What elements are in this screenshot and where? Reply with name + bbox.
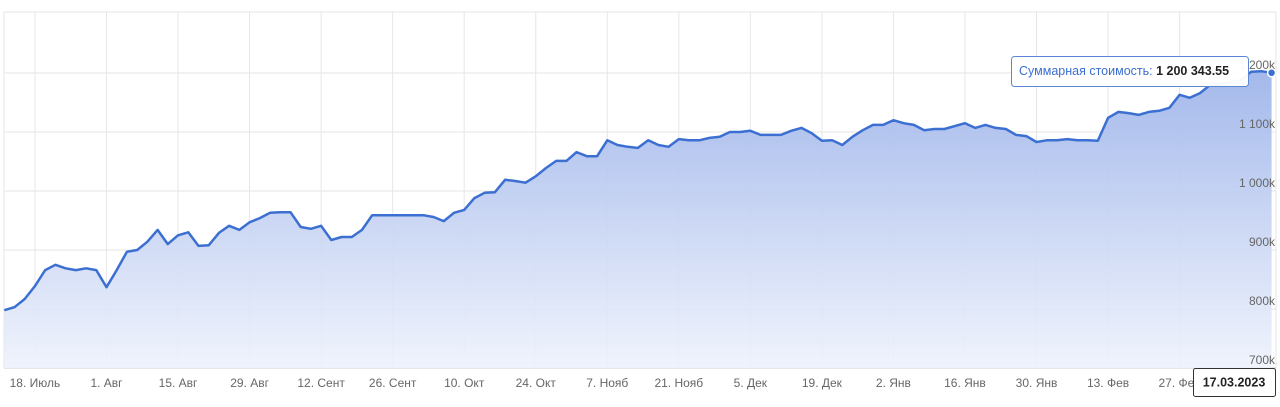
x-tick-label: 27. Фев (1159, 376, 1201, 390)
y-tick-label: 1 000k (1239, 176, 1276, 190)
date-box (1193, 368, 1276, 397)
y-tick-label: 900k (1249, 235, 1276, 249)
x-tick-label: 1. Авг (90, 376, 123, 390)
x-tick-label: 13. Фев (1087, 376, 1129, 390)
x-tick-label: 26. Сент (369, 376, 417, 390)
area-layer (3, 69, 1272, 368)
x-tick-label: 12. Сент (297, 376, 345, 390)
x-tick-label: 16. Янв (944, 376, 986, 390)
x-tick-label: 7. Нояб (586, 376, 628, 390)
x-tick-label: 24. Окт (516, 376, 557, 390)
tooltip-label: Суммарная стоимость: (1019, 64, 1153, 78)
x-tick-label: 30. Янв (1016, 376, 1058, 390)
tooltip-layer: Суммарная стоимость: 1 200 343.55 17.03.… (1011, 56, 1277, 397)
x-tick-label: 18. Июль (10, 376, 61, 390)
tooltip-text: Суммарная стоимость: 1 200 343.55 (1019, 64, 1229, 78)
x-tick-label: 19. Дек (802, 376, 843, 390)
tooltip-box (1011, 56, 1249, 87)
tooltip-date: 17.03.2023 (1203, 375, 1266, 389)
x-tick-label: 2. Янв (876, 376, 911, 390)
x-tick-label: 10. Окт (444, 376, 485, 390)
x-tick-label: 29. Авг (230, 376, 269, 390)
y-tick-label: 800k (1249, 294, 1276, 308)
x-tick-label: 15. Авг (159, 376, 198, 390)
y-tick-label: 700k (1249, 353, 1276, 367)
y-tick-label: 1 100k (1239, 117, 1276, 131)
x-tick-label: 5. Дек (734, 376, 768, 390)
tooltip-value: 1 200 343.55 (1156, 64, 1229, 78)
line (3, 69, 1272, 312)
x-tick-label: 21. Нояб (654, 376, 703, 390)
hover-marker (1266, 68, 1277, 78)
area-fill (4, 71, 1272, 368)
